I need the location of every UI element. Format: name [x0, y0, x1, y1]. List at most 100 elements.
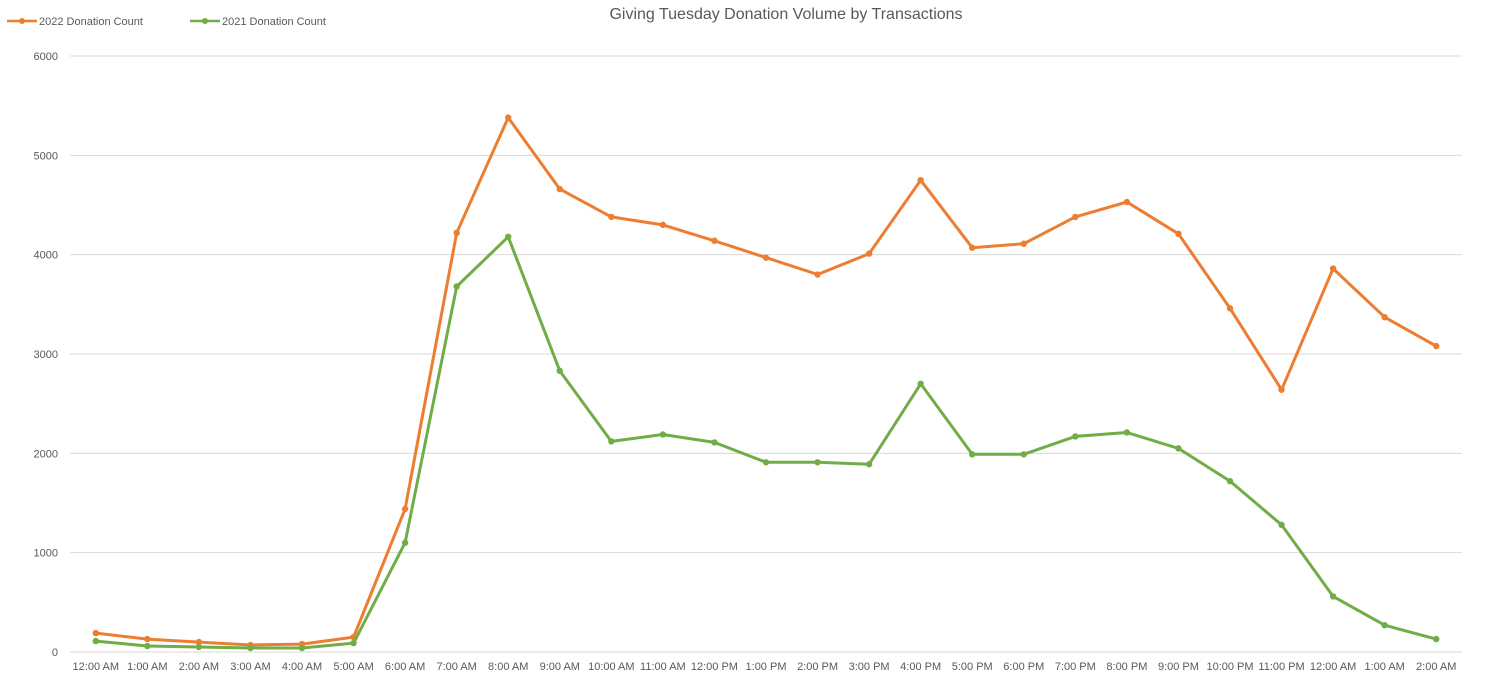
legend-label-2021: 2021 Donation Count — [222, 16, 326, 28]
x-tick-label: 3:00 AM — [230, 661, 270, 673]
x-tick-label: 1:00 AM — [1364, 661, 1404, 673]
data-point[interactable] — [505, 233, 512, 240]
series-group — [92, 114, 1440, 652]
data-point[interactable] — [1175, 445, 1182, 452]
data-point[interactable] — [1175, 230, 1182, 238]
data-point[interactable] — [1278, 521, 1285, 529]
y-tick-label: 1000 — [34, 548, 58, 560]
data-point[interactable] — [1226, 305, 1234, 312]
data-point[interactable] — [1072, 213, 1079, 221]
data-point[interactable] — [711, 237, 718, 244]
data-point[interactable] — [92, 637, 99, 645]
x-tick-label: 11:00 AM — [640, 661, 686, 673]
data-point[interactable] — [1381, 621, 1388, 629]
x-tick-label: 11:00 PM — [1258, 661, 1304, 673]
y-tick-label: 6000 — [34, 51, 58, 63]
x-tick-label: 7:00 AM — [436, 661, 476, 673]
x-tick-label: 8:00 AM — [488, 661, 528, 673]
x-tick-label: 12:00 AM — [73, 661, 119, 673]
data-point[interactable] — [865, 461, 873, 468]
data-point[interactable] — [401, 539, 409, 546]
data-point[interactable] — [556, 185, 563, 193]
x-axis-ticks: 12:00 AM 1:00 AM 2:00 AM 3:00 AM 4:00 AM 5:00… — [73, 661, 1457, 673]
data-point[interactable] — [917, 380, 924, 387]
x-tick-label: 10:00 AM — [588, 661, 634, 673]
legend-item-2021[interactable]: 2021 Donation Count — [190, 16, 326, 28]
data-point[interactable] — [1020, 451, 1027, 458]
y-tick-label: 2000 — [34, 448, 58, 460]
legend-item-2022[interactable]: 2022 Donation Count — [7, 16, 143, 28]
data-point[interactable] — [505, 114, 512, 121]
data-point[interactable] — [92, 629, 99, 637]
data-point[interactable] — [814, 271, 821, 278]
data-point[interactable] — [659, 221, 667, 229]
data-point[interactable] — [298, 644, 306, 652]
data-point[interactable] — [608, 438, 615, 445]
data-point[interactable] — [1329, 593, 1337, 600]
series-line-0 — [94, 116, 1438, 647]
x-tick-label: 1:00 AM — [127, 661, 167, 673]
x-tick-label: 2:00 AM — [1416, 661, 1456, 673]
data-point[interactable] — [1123, 429, 1131, 436]
legend: 2022 Donation Count 2021 Donation Count — [7, 16, 326, 28]
data-point[interactable] — [608, 213, 615, 221]
data-point[interactable] — [1433, 635, 1440, 643]
y-tick-label: 5000 — [34, 150, 58, 162]
data-point[interactable] — [711, 439, 718, 446]
data-point[interactable] — [1381, 314, 1388, 321]
x-tick-label: 3:00 PM — [849, 661, 890, 673]
x-tick-label: 12:00 PM — [691, 661, 738, 673]
data-point[interactable] — [1329, 265, 1337, 272]
data-point[interactable] — [195, 643, 203, 651]
data-point[interactable] — [1072, 433, 1079, 440]
x-tick-label: 4:00 PM — [900, 661, 941, 673]
data-point[interactable] — [1433, 342, 1440, 350]
series-0 — [92, 114, 1440, 649]
y-tick-label: 3000 — [34, 349, 58, 361]
x-tick-label: 2:00 PM — [797, 661, 838, 673]
legend-marker-2021 — [202, 18, 208, 24]
data-point[interactable] — [453, 229, 460, 237]
data-point[interactable] — [969, 451, 976, 458]
data-point[interactable] — [556, 367, 563, 375]
x-tick-label: 9:00 AM — [540, 661, 580, 673]
x-tick-label: 12:00 AM — [1310, 661, 1356, 673]
x-tick-label: 6:00 AM — [385, 661, 425, 673]
data-point[interactable] — [247, 644, 254, 652]
x-tick-label: 4:00 AM — [282, 661, 322, 673]
x-tick-label: 6:00 PM — [1003, 661, 1044, 673]
y-tick-label: 4000 — [34, 250, 58, 262]
y-axis-ticks: 0 1000 2000 3000 4000 5000 6000 — [34, 51, 58, 659]
data-point[interactable] — [1226, 477, 1234, 485]
data-point[interactable] — [814, 459, 821, 466]
data-point[interactable] — [195, 638, 203, 646]
chart-title: Giving Tuesday Donation Volume by Transa… — [609, 6, 962, 23]
gridlines — [70, 55, 1462, 653]
x-tick-label: 7:00 PM — [1055, 661, 1096, 673]
legend-label-2022: 2022 Donation Count — [39, 16, 143, 28]
x-tick-label: 9:00 PM — [1158, 661, 1199, 673]
data-point[interactable] — [1278, 386, 1285, 393]
data-point[interactable] — [762, 254, 770, 261]
data-point[interactable] — [762, 459, 770, 466]
x-tick-label: 2:00 AM — [179, 661, 219, 673]
x-tick-label: 5:00 AM — [333, 661, 373, 673]
data-point[interactable] — [659, 431, 667, 438]
data-point[interactable] — [865, 250, 873, 257]
data-point[interactable] — [144, 635, 151, 643]
data-point[interactable] — [1123, 198, 1131, 206]
data-point[interactable] — [350, 639, 357, 647]
x-tick-label: 5:00 PM — [952, 661, 993, 673]
data-point[interactable] — [917, 176, 924, 184]
data-point[interactable] — [401, 505, 409, 513]
series-1 — [92, 233, 1440, 652]
legend-marker-2022 — [19, 18, 25, 24]
data-point[interactable] — [144, 642, 151, 650]
data-point[interactable] — [969, 244, 976, 251]
x-tick-label: 10:00 PM — [1206, 661, 1253, 673]
y-tick-label: 0 — [52, 647, 58, 659]
data-point[interactable] — [1020, 240, 1027, 247]
data-point[interactable] — [453, 283, 460, 290]
